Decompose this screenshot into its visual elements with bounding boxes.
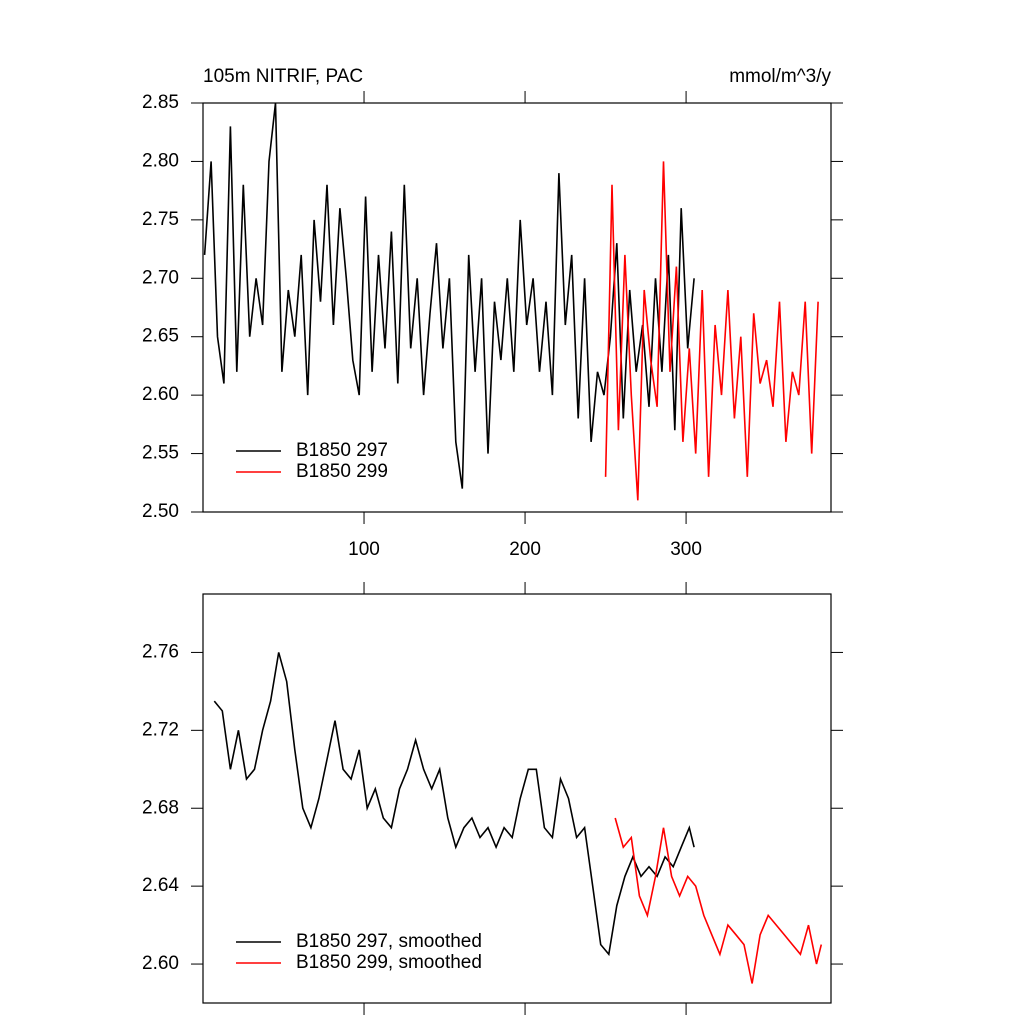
y-tick-label: 2.72 [142, 719, 179, 740]
y-tick-label: 2.80 [142, 150, 179, 171]
legend-label: B1850 299, smoothed [296, 952, 482, 973]
x-tick-label: 200 [509, 539, 541, 560]
legend-label: B1850 297, smoothed [296, 931, 482, 952]
data-line [213, 652, 695, 957]
y-tick-label: 2.76 [142, 641, 179, 662]
plot-frame [202, 102, 832, 513]
y-tick-label: 2.55 [142, 443, 179, 464]
x-tick-label: 100 [348, 539, 380, 560]
x-tick-label: 300 [670, 539, 702, 560]
y-tick-label: 2.60 [142, 384, 179, 405]
data-line [614, 817, 823, 984]
plot-frame [202, 593, 832, 1004]
units-label: mmol/m^3/y [729, 66, 831, 87]
y-tick-label: 2.65 [142, 326, 179, 347]
data-line [604, 161, 819, 501]
y-tick-label: 2.75 [142, 209, 179, 230]
y-tick-label: 2.85 [142, 92, 179, 113]
y-tick-label: 2.64 [142, 875, 179, 896]
chart-title: 105m NITRIF, PAC [203, 66, 363, 87]
legend-label: B1850 299 [296, 461, 388, 482]
legend-label: B1850 297 [296, 440, 388, 461]
y-tick-label: 2.60 [142, 953, 179, 974]
y-tick-label: 2.68 [142, 797, 179, 818]
y-tick-label: 2.50 [142, 501, 179, 522]
data-line [203, 102, 695, 489]
y-tick-label: 2.70 [142, 267, 179, 288]
